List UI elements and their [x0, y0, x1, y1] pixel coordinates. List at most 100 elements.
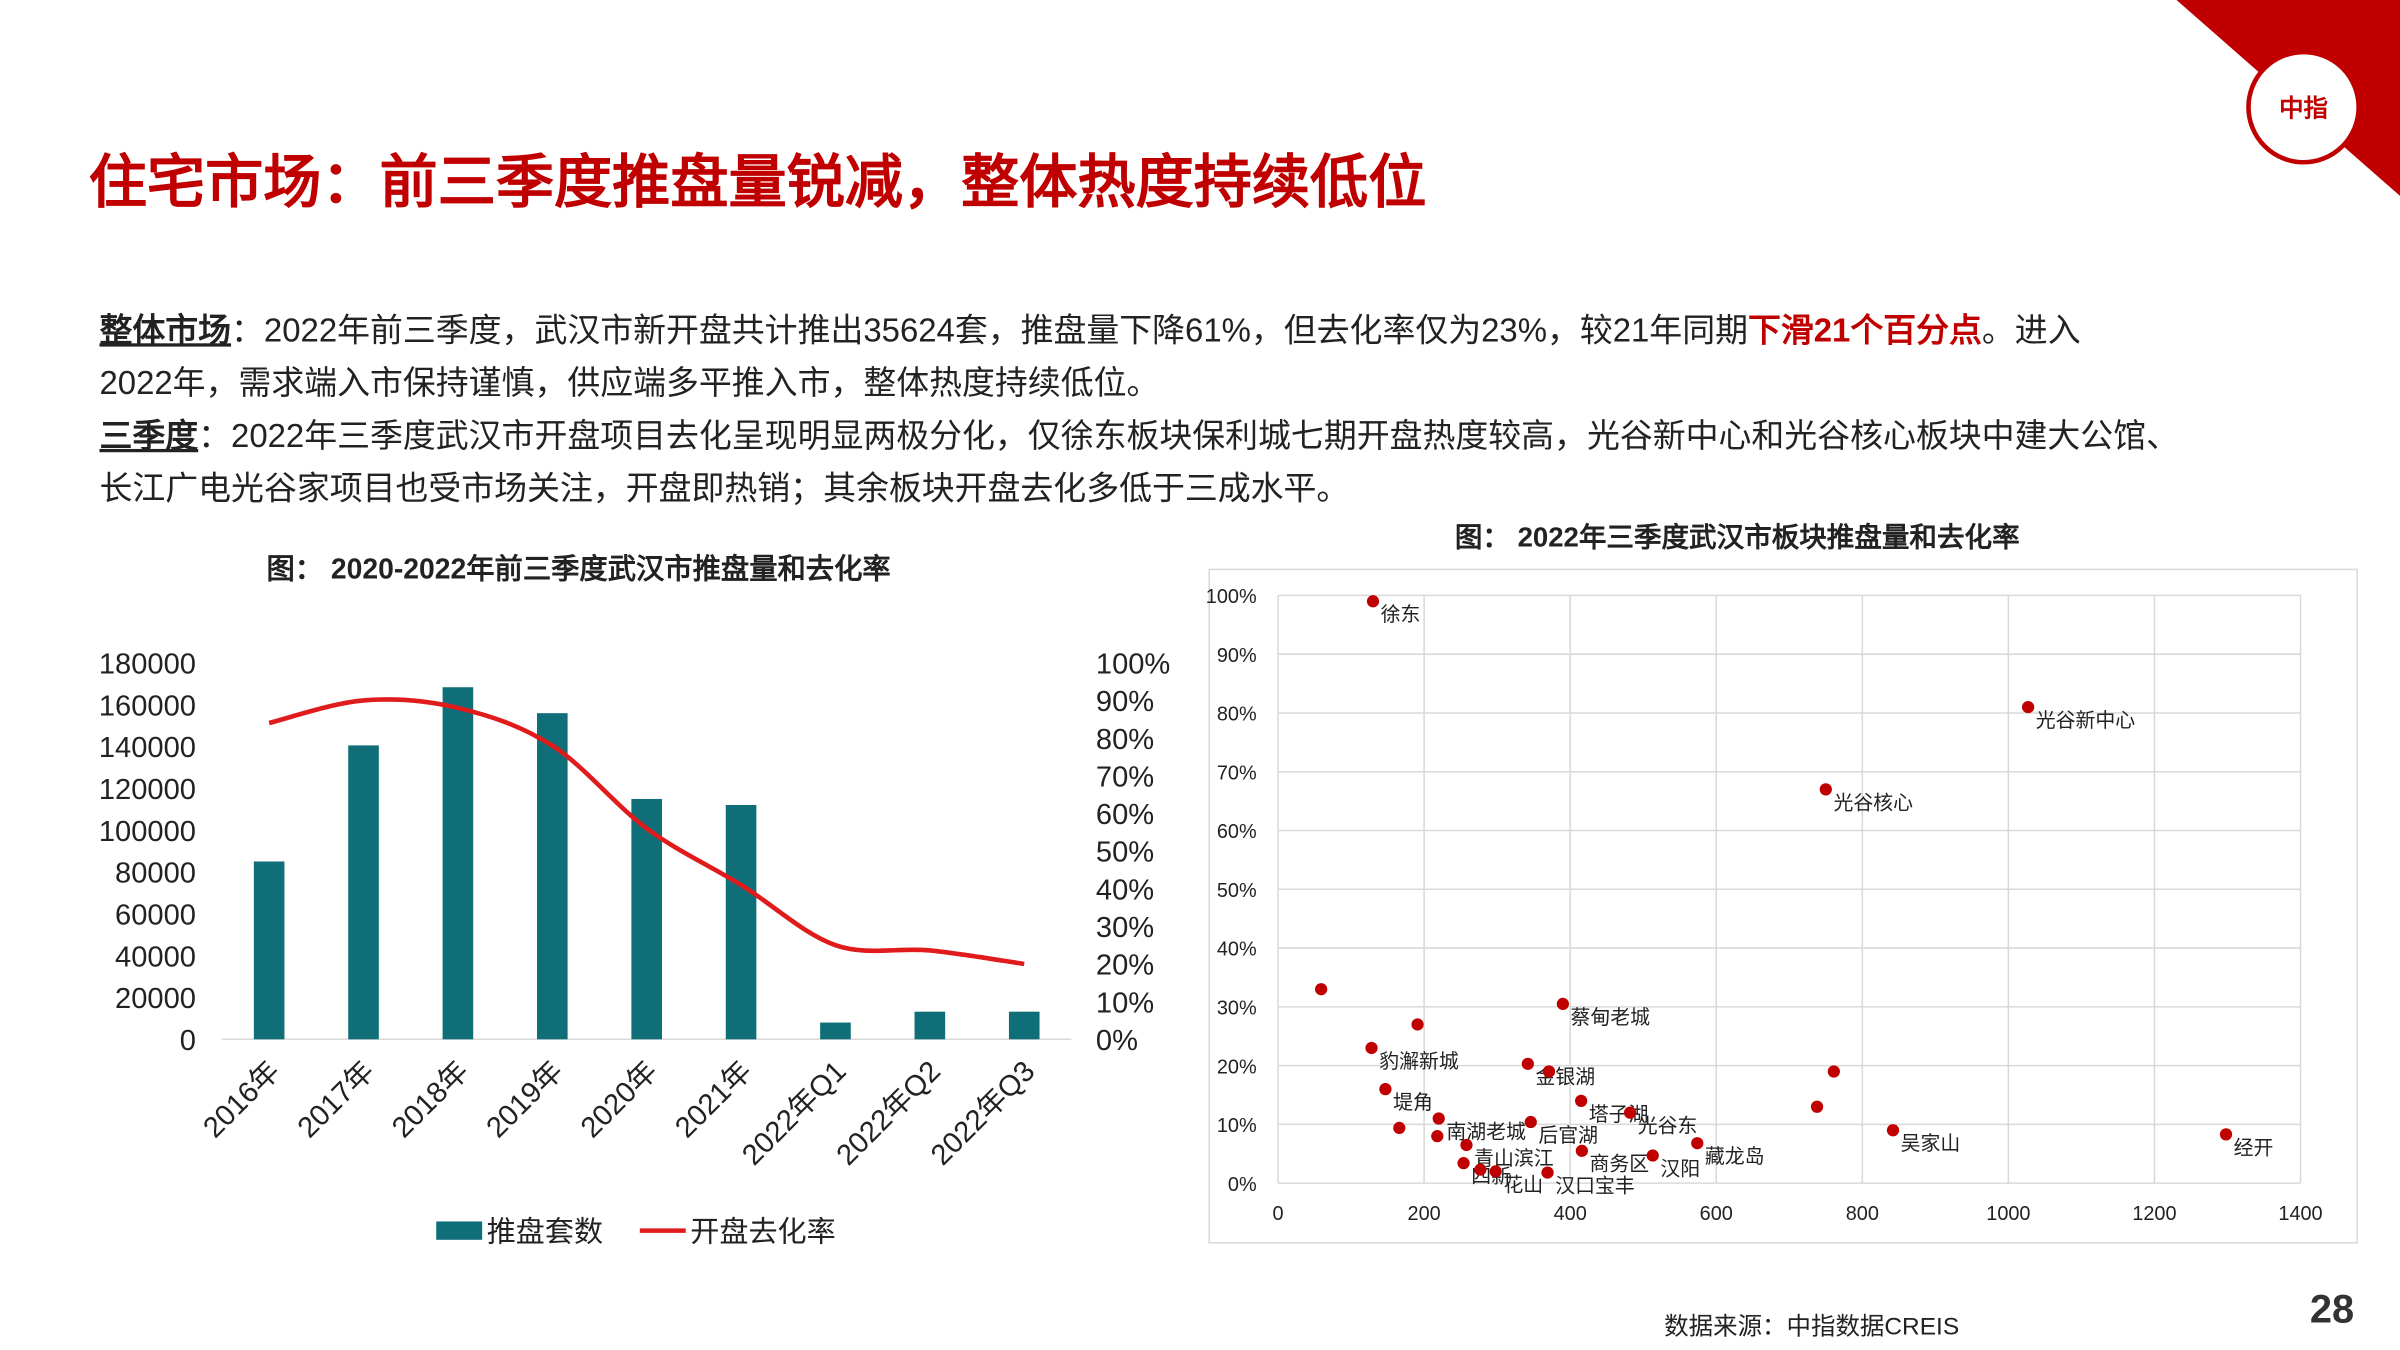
x-tick-label: 400 — [1554, 1203, 1587, 1225]
point — [1646, 1149, 1659, 1162]
bar — [631, 798, 662, 1040]
point-label: 吴家山 — [1901, 1133, 1961, 1155]
x-tick-label: 2021年 — [669, 1055, 759, 1145]
chart-title: 图： 2022年三季度武汉市板块推盘量和去化率 — [1455, 521, 2020, 552]
text-segment: 三季度 — [99, 417, 198, 454]
y-tick-label: 70% — [1217, 762, 1257, 784]
y-tick-label: 140000 — [99, 732, 196, 764]
x-tick-label: 600 — [1700, 1203, 1733, 1225]
point — [1691, 1137, 1704, 1150]
y-tick-label: 160000 — [99, 690, 196, 722]
point — [1810, 1100, 1824, 1113]
y-tick-label: 10% — [1217, 1115, 1257, 1137]
point — [1393, 1121, 1406, 1135]
point — [1827, 1065, 1840, 1078]
point — [1365, 1041, 1378, 1055]
x-tick-label: 2017年 — [291, 1055, 381, 1145]
x-tick-label: 2019年 — [480, 1055, 570, 1145]
y2-tick-label: 80% — [1096, 724, 1154, 756]
x-tick-label: 1000 — [1986, 1203, 2030, 1225]
x-tick-label: 2018年 — [385, 1055, 475, 1145]
bar — [253, 861, 285, 1040]
x-tick-label: 1400 — [2278, 1203, 2322, 1225]
y-tick-label: 60000 — [115, 899, 196, 931]
y-tick-label: 30% — [1217, 997, 1257, 1019]
point — [2021, 700, 2035, 714]
y-tick-label: 180000 — [99, 648, 196, 680]
bar — [914, 1011, 946, 1040]
point — [1623, 1106, 1637, 1119]
y-tick-label: 20000 — [115, 983, 196, 1015]
point-label: 花山 — [1503, 1174, 1543, 1196]
point — [1542, 1065, 1556, 1078]
point — [1489, 1165, 1502, 1178]
text-segment: 长江广电光谷家项目也受市场关注，开盘即热销；其余板块开盘去化多低于三成水平。 — [99, 470, 1349, 507]
y2-tick-label: 50% — [1096, 837, 1154, 869]
point-label: 豹澥新城 — [1379, 1051, 1459, 1073]
paragraph-line: 整体市场：2022年前三季度，武汉市新开盘共计推出35624套，推盘量下降61%… — [99, 311, 2080, 348]
point — [1379, 1083, 1392, 1096]
point — [1432, 1112, 1445, 1125]
point — [1460, 1138, 1473, 1152]
point — [1556, 997, 1570, 1011]
text-segment: 下滑21个百分点 — [1748, 311, 1982, 348]
point — [1411, 1018, 1424, 1031]
point-label: 蔡甸老城 — [1571, 1007, 1651, 1029]
y-tick-label: 100% — [1206, 586, 1257, 608]
y-tick-label: 80000 — [115, 858, 196, 890]
point-label: 光谷新中心 — [2036, 710, 2136, 732]
y-tick-label: 100000 — [99, 816, 196, 848]
text-segment: ：2022年前三季度，武汉市新开盘共计推出35624套，推盘量下降61%，但去化… — [231, 311, 1748, 348]
bar — [820, 1022, 851, 1040]
slide-title: 住宅市场：前三季度推盘量锐减，整体热度持续低位 — [89, 150, 1427, 215]
text-segment: 2022年，需求端入市保持谨慎，供应端多平推入市，整体热度持续低位。 — [99, 364, 1159, 401]
y2-tick-label: 30% — [1096, 912, 1154, 944]
legend-swatch — [436, 1221, 483, 1240]
bar — [442, 687, 474, 1040]
paragraph-line: 长江广电光谷家项目也受市场关注，开盘即热销；其余板块开盘去化多低于三成水平。 — [99, 470, 1349, 507]
y2-tick-label: 70% — [1096, 761, 1154, 793]
point — [1575, 1094, 1588, 1107]
logo-text: 中指 — [2279, 94, 2328, 122]
y2-tick-label: 0% — [1096, 1025, 1138, 1057]
text-segment: ：2022年三季度武汉市开盘项目去化呈现明显两极分化，仅徐东板块保利城七期开盘热… — [198, 417, 2179, 454]
logo — [2246, 49, 2361, 165]
y-tick-label: 60% — [1217, 821, 1257, 843]
y-tick-label: 0 — [180, 1025, 196, 1057]
y-tick-label: 20% — [1217, 1056, 1257, 1078]
point — [1315, 983, 1328, 996]
point-label: 汉阳 — [1660, 1158, 1700, 1180]
y-tick-label: 80% — [1217, 704, 1257, 726]
y-tick-label: 40000 — [115, 941, 196, 973]
point — [1819, 783, 1832, 796]
source: 数据来源：中指数据CREIS — [1664, 1313, 1959, 1341]
y2-tick-label: 10% — [1096, 987, 1154, 1019]
point — [1886, 1124, 1900, 1137]
bar — [1008, 1011, 1040, 1040]
body-text: 整体市场：2022年前三季度，武汉市新开盘共计推出35624套，推盘量下降61%… — [99, 311, 2179, 507]
text-segment: 整体市场 — [99, 311, 231, 348]
y2-tick-label: 20% — [1096, 950, 1154, 982]
bar — [725, 805, 757, 1040]
point — [1575, 1144, 1588, 1157]
point — [1521, 1057, 1534, 1070]
page-number: 28 — [2310, 1287, 2354, 1331]
x-tick-label: 2016年 — [197, 1055, 287, 1145]
point — [1457, 1157, 1470, 1170]
point-label: 经开 — [2234, 1137, 2274, 1159]
y-tick-label: 40% — [1217, 939, 1257, 961]
point-label: 光谷东 — [1638, 1116, 1698, 1138]
x-tick-label: 800 — [1846, 1203, 1879, 1225]
point — [1474, 1163, 1487, 1176]
bar — [536, 713, 568, 1040]
y-tick-label: 50% — [1217, 880, 1257, 902]
point-label: 商务区 — [1590, 1154, 1650, 1176]
y-tick-label: 90% — [1217, 645, 1257, 667]
line — [268, 697, 1025, 967]
x-tick-label: 1200 — [2132, 1203, 2176, 1225]
y-tick-label: 0% — [1228, 1174, 1257, 1196]
x-tick-label: 2020年 — [574, 1055, 664, 1145]
point — [2219, 1128, 2233, 1141]
point — [1366, 595, 1380, 608]
